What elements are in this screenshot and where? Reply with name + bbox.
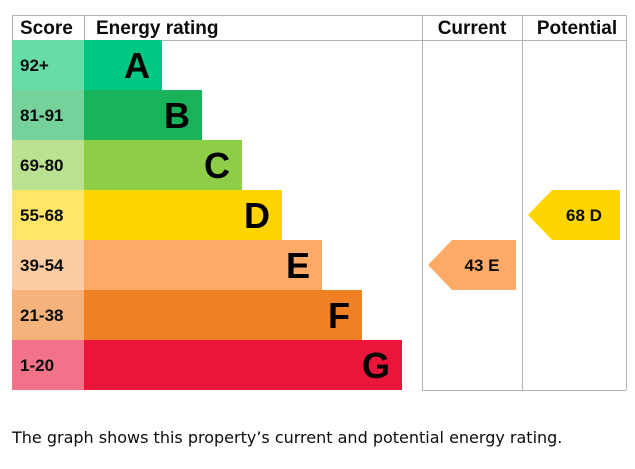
- score-cell-f: [12, 290, 84, 340]
- score-range-f: 21-38: [20, 306, 63, 325]
- rating-letter-b: B: [164, 95, 190, 136]
- current-rating-label: 43 E: [465, 256, 500, 275]
- score-range-d: 55-68: [20, 206, 63, 225]
- potential-rating-label: 68 D: [566, 206, 602, 225]
- score-range-a: 92+: [20, 56, 49, 75]
- score-cell-b: [12, 90, 84, 140]
- current-rating-arrow: [428, 240, 516, 290]
- rating-letter-c: C: [204, 145, 230, 186]
- header-potential: Potential: [537, 18, 617, 39]
- score-cell-d: [12, 190, 84, 240]
- chart-caption: The graph shows this property’s current …: [12, 428, 563, 447]
- rating-letter-d: D: [244, 195, 270, 236]
- rating-bar-c: [84, 140, 242, 190]
- score-range-e: 39-54: [20, 256, 64, 275]
- rating-markers: 43 E 68 D: [428, 190, 620, 290]
- column-headers: Score Energy rating Current Potential: [20, 18, 617, 39]
- potential-rating-arrow: [528, 190, 620, 240]
- rating-letter-g: G: [362, 345, 390, 386]
- score-cell-e: [12, 240, 84, 290]
- score-range-c: 69-80: [20, 156, 63, 175]
- rating-bar-d: [84, 190, 282, 240]
- score-cell-c: [12, 140, 84, 190]
- rating-bands: 92+ A 81-91 B 69-80 C 55-68 D 39-54 E 21-38 F 1-20 G: [12, 40, 402, 390]
- rating-bar-f: [84, 290, 362, 340]
- rating-letter-f: F: [328, 295, 350, 336]
- score-range-b: 81-91: [20, 106, 63, 125]
- header-energy-rating: Energy rating: [96, 18, 218, 39]
- header-current: Current: [438, 18, 507, 39]
- rating-bar-a: [84, 40, 162, 90]
- score-range-g: 1-20: [20, 356, 54, 375]
- score-cell-a: [12, 40, 84, 90]
- rating-letter-e: E: [286, 245, 310, 286]
- header-score: Score: [20, 18, 73, 39]
- score-cell-g: [12, 340, 84, 390]
- rating-letter-a: A: [124, 45, 150, 86]
- rating-bar-g: [84, 340, 402, 390]
- rating-bar-e: [84, 240, 322, 290]
- rating-bar-b: [84, 90, 202, 140]
- energy-rating-chart: Score Energy rating Current Potential 92…: [12, 15, 627, 391]
